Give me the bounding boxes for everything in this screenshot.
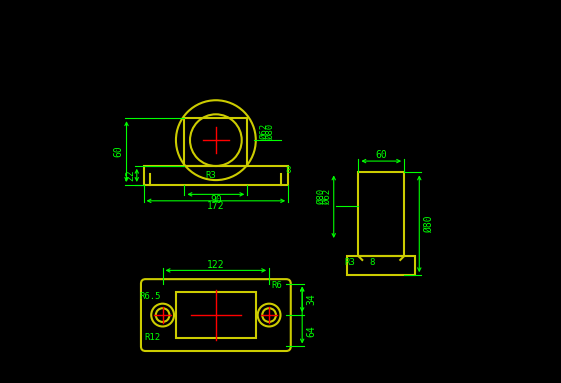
Bar xyxy=(144,166,288,185)
Text: R6: R6 xyxy=(271,281,282,290)
Bar xyxy=(347,256,416,275)
Text: 64: 64 xyxy=(306,325,316,337)
Text: R6.5: R6.5 xyxy=(139,292,161,301)
Text: 60: 60 xyxy=(113,146,123,157)
Bar xyxy=(185,118,247,166)
Text: 122: 122 xyxy=(207,260,224,270)
Text: R12: R12 xyxy=(145,333,161,342)
Text: Ø62: Ø62 xyxy=(260,123,269,139)
Text: Ø80: Ø80 xyxy=(317,188,326,204)
Bar xyxy=(176,292,256,338)
Text: Ø80: Ø80 xyxy=(265,123,274,139)
Text: 172: 172 xyxy=(207,201,224,211)
Text: R3: R3 xyxy=(205,171,216,180)
Text: Ø62: Ø62 xyxy=(323,188,332,204)
Text: 8: 8 xyxy=(286,166,291,175)
Text: 90: 90 xyxy=(210,195,222,205)
Text: R3: R3 xyxy=(344,258,356,267)
Text: 22: 22 xyxy=(125,169,135,181)
Text: 34: 34 xyxy=(306,293,316,305)
Bar xyxy=(358,172,404,256)
Text: Ø80: Ø80 xyxy=(424,215,434,232)
Text: 8: 8 xyxy=(369,258,374,267)
Text: 60: 60 xyxy=(375,151,387,160)
